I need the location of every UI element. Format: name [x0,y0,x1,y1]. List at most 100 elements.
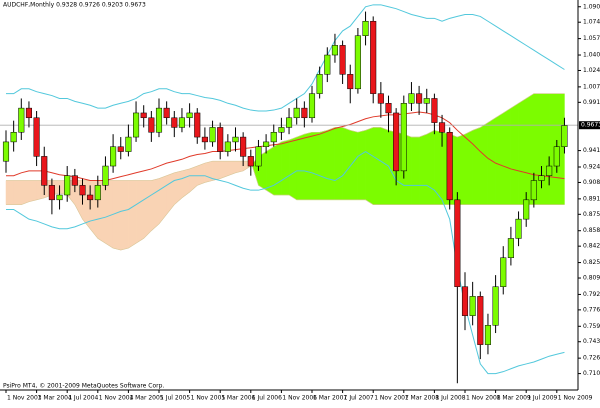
cloud-segment [510,102,519,205]
footer: PsiPro MT4, © 2001-2009 MetaQuotes Softw… [3,383,164,390]
y-tick-label: 1.0900 [583,3,600,10]
cloud-segment [296,133,305,201]
cloud-segment [464,129,473,205]
cloud-segment [28,180,37,203]
x-tick-label: 1 Nov 2007 [374,395,409,402]
cloud-segment [13,180,22,205]
cloud-segment [365,127,374,206]
cloud-segment [128,180,137,249]
cloud-segment [120,180,129,251]
candle-body [79,185,86,196]
candle-body [71,175,78,186]
candle-body [370,20,377,94]
candle-body [64,175,71,196]
candle-body [561,125,568,147]
candle-body [347,74,354,90]
candle-body [263,141,270,147]
cloud-segment [21,180,30,206]
x-tick-label: 1 Jul 2004 [68,395,98,402]
candle-body [324,54,331,75]
x-tick-label: 1 Nov 2009 [558,395,593,402]
cloud-segment [457,133,466,205]
current-price-box [579,121,600,130]
candle-body [454,199,461,287]
cloud-segment [357,130,366,201]
cloud-segment [281,139,290,196]
cloud-segment [143,180,152,240]
candle-body [194,112,201,138]
current-price-label: 0.9673 [581,122,600,129]
candle-body [102,165,109,186]
indicator-line [6,111,565,182]
candle-body [377,93,384,104]
candle-body [484,325,491,345]
candle-body [331,45,338,56]
candle-body [18,107,25,133]
cloud-segment [418,133,427,205]
candle-body [186,112,193,119]
candle-body [339,45,346,75]
candle-body [217,127,224,152]
candle-body [10,132,17,143]
x-tick-label: 1 Mar 2009 [497,395,531,402]
candle-body [224,141,231,152]
y-tick-label: 1.0570 [583,35,600,42]
x-tick-label: 1 Jul 2008 [435,395,465,402]
candle-body [515,218,522,239]
candle-body [362,20,369,36]
cloud-segment [472,127,481,205]
candle-body [278,127,285,133]
candle-body [393,112,400,172]
candle-body [133,112,140,138]
x-tick-label: 1 Nov 2005 [191,395,226,402]
x-tick-label: 1 Nov 2003 [7,395,42,402]
candle-body [178,117,185,128]
cloud-segment [273,141,282,196]
candle-body [293,107,300,119]
candle-body [2,141,10,162]
candle-body [41,156,48,186]
cloud-segment [288,136,297,201]
candle-body [232,136,239,143]
candle-body [117,146,124,152]
x-tick-label: 1 Mar 2004 [38,395,72,402]
candle-body [94,185,101,201]
x-tick-label: 1 Jul 2005 [160,395,190,402]
candle-body [523,199,530,220]
x-tick-label: 1 Nov 2004 [99,395,134,402]
x-tick-label: 1 Nov 2006 [282,395,317,402]
candle-body [507,238,514,258]
cloud-segment [380,127,389,205]
candle-body [553,146,560,167]
cloud-segment [480,122,489,205]
cloud-segment [434,130,443,205]
candle-body [354,35,361,90]
candle-body [163,107,170,119]
candle-body [500,257,507,287]
candle-body [416,93,423,104]
cloud-segment [541,93,550,205]
candle-body [25,107,32,119]
candle-body [56,194,63,201]
x-tick-label: 1 Mar 2006 [221,395,255,402]
candle-body [148,117,155,133]
x-tick-label: 1 Nov 2008 [466,395,501,402]
candle-body [546,165,553,176]
candle-body [477,296,484,345]
candle-body [431,98,438,123]
candle-body [286,117,293,128]
cloud-segment [503,107,512,205]
cloud-segment [135,180,144,244]
